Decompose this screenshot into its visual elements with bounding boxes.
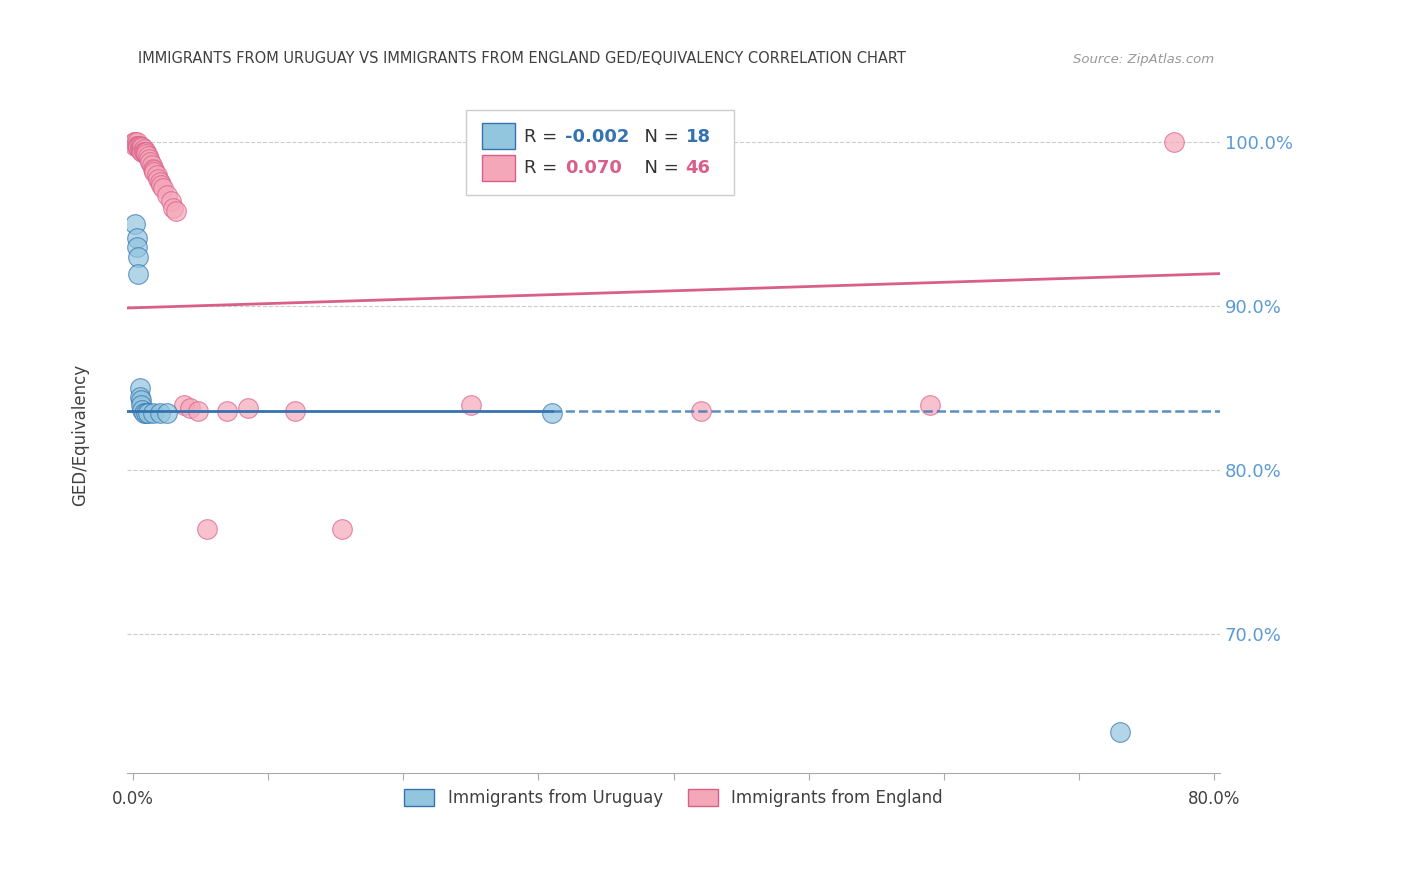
Point	[155, 406, 177, 420]
Point	[187, 404, 209, 418]
Point	[150, 178, 173, 192]
Point	[124, 138, 146, 153]
Point	[129, 392, 152, 407]
Point	[135, 406, 157, 420]
Point	[195, 522, 218, 536]
Point	[142, 161, 165, 176]
Point	[173, 398, 195, 412]
Point	[460, 398, 482, 412]
Point	[129, 398, 152, 412]
Point	[165, 204, 187, 219]
Point	[541, 406, 564, 420]
Point	[179, 401, 201, 415]
Point	[125, 230, 148, 244]
Point	[136, 406, 159, 420]
Point	[132, 406, 155, 420]
Text: N =: N =	[633, 160, 685, 178]
Point	[139, 155, 162, 169]
Point	[131, 402, 153, 417]
Point	[127, 138, 149, 153]
Text: GED/Equivalency: GED/Equivalency	[72, 364, 89, 506]
Point	[1108, 725, 1130, 739]
Point	[149, 175, 172, 189]
Point	[1163, 136, 1185, 150]
FancyBboxPatch shape	[465, 110, 734, 194]
Point	[128, 138, 150, 153]
Point	[127, 140, 149, 154]
Point	[142, 406, 165, 420]
Point	[162, 201, 184, 215]
Point	[217, 404, 239, 418]
Point	[122, 136, 145, 150]
Point	[129, 144, 152, 158]
Text: 0.0%: 0.0%	[112, 789, 153, 808]
Legend: Immigrants from Uruguay, Immigrants from England: Immigrants from Uruguay, Immigrants from…	[398, 782, 949, 814]
Point	[132, 142, 155, 156]
Point	[135, 145, 157, 160]
Point	[155, 188, 177, 202]
Text: 18: 18	[686, 128, 710, 145]
Point	[127, 250, 149, 264]
Point	[148, 171, 170, 186]
Bar	[482, 123, 515, 149]
Point	[124, 218, 146, 232]
Point	[132, 145, 155, 160]
Point	[149, 406, 172, 420]
Point	[128, 390, 150, 404]
Point	[129, 140, 152, 154]
Text: R =: R =	[524, 128, 562, 145]
Point	[125, 240, 148, 254]
Text: 80.0%: 80.0%	[1188, 789, 1240, 808]
Text: IMMIGRANTS FROM URUGUAY VS IMMIGRANTS FROM ENGLAND GED/EQUIVALENCY CORRELATION C: IMMIGRANTS FROM URUGUAY VS IMMIGRANTS FR…	[138, 51, 907, 66]
Point	[128, 142, 150, 156]
Point	[236, 401, 259, 415]
Text: N =: N =	[633, 128, 685, 145]
Point	[135, 147, 157, 161]
Point	[330, 522, 353, 536]
Point	[159, 194, 181, 209]
Text: -0.002: -0.002	[565, 128, 630, 145]
Bar	[482, 155, 515, 180]
Point	[143, 163, 166, 178]
Text: 0.070: 0.070	[565, 160, 623, 178]
Text: R =: R =	[524, 160, 568, 178]
Point	[146, 168, 169, 182]
Point	[131, 140, 153, 154]
Point	[125, 136, 148, 150]
Point	[141, 158, 163, 172]
Point	[128, 381, 150, 395]
Point	[131, 145, 153, 160]
Point	[689, 404, 711, 418]
Text: Source: ZipAtlas.com: Source: ZipAtlas.com	[1073, 54, 1215, 66]
Text: 46: 46	[686, 160, 710, 178]
Point	[125, 138, 148, 153]
Point	[127, 267, 149, 281]
Point	[134, 145, 156, 160]
Point	[143, 165, 166, 179]
Point	[284, 404, 307, 418]
Point	[152, 181, 174, 195]
Point	[136, 148, 159, 162]
Point	[124, 136, 146, 150]
Point	[138, 152, 160, 166]
Point	[920, 398, 942, 412]
